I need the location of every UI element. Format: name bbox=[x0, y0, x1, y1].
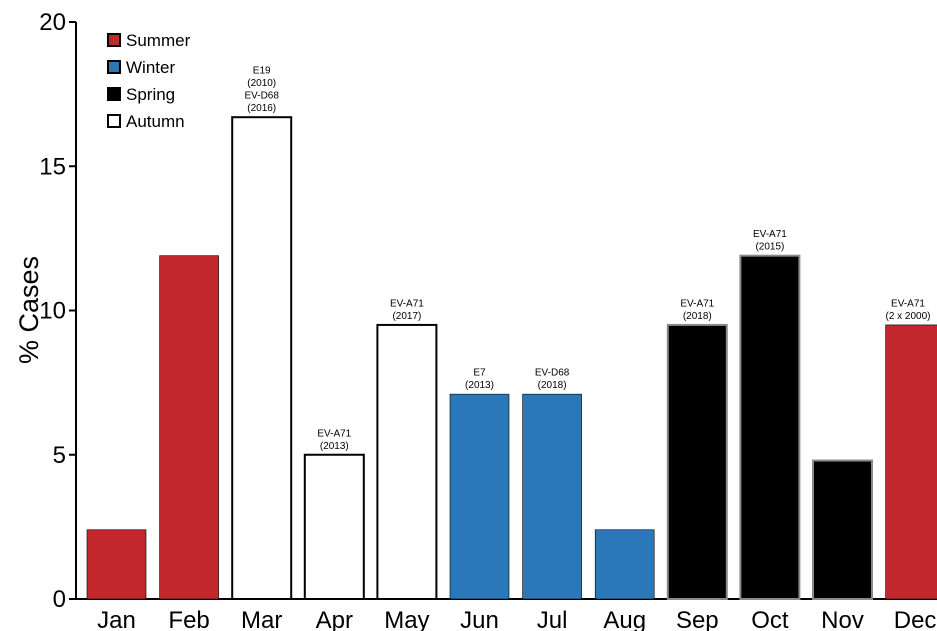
legend-label-summer: Summer bbox=[126, 31, 191, 50]
x-tick-label: Jan bbox=[97, 607, 136, 631]
annotation-label: EV-A71 bbox=[753, 229, 787, 240]
legend-swatch-spring bbox=[107, 87, 121, 101]
bar-jul bbox=[522, 393, 582, 600]
annotation-label: EV-A71 bbox=[317, 428, 351, 439]
bar-sep bbox=[666, 323, 728, 600]
bar-dec bbox=[885, 324, 937, 600]
bar-jan bbox=[86, 529, 147, 600]
annotation-label: EV-A71 bbox=[390, 298, 424, 309]
x-tick-label: Feb bbox=[168, 607, 209, 631]
x-tick-label: Sep bbox=[676, 607, 719, 631]
annotation-label: (2015) bbox=[755, 242, 784, 253]
annotation-label: (2013) bbox=[465, 380, 494, 391]
legend-swatch-summer bbox=[107, 33, 121, 47]
bar-apr bbox=[303, 453, 365, 600]
annotation-label: (2010) bbox=[247, 78, 276, 89]
bar-jun bbox=[449, 393, 510, 600]
x-tick-label: Oct bbox=[751, 607, 789, 631]
annotation-label: (2 x 2000) bbox=[885, 311, 930, 322]
legend-label-spring: Spring bbox=[126, 85, 175, 104]
annotation-label: (2018) bbox=[683, 311, 712, 322]
x-tick-label: Mar bbox=[241, 607, 282, 631]
legend-label-winter: Winter bbox=[126, 58, 175, 77]
y-axis-label: % Cases bbox=[14, 256, 44, 364]
legend-label-autumn: Autumn bbox=[126, 112, 185, 131]
annotation-label: (2018) bbox=[538, 380, 567, 391]
bar-feb bbox=[159, 255, 219, 600]
annotation-label: (2013) bbox=[320, 441, 349, 452]
annotation-label: E19 bbox=[253, 66, 271, 77]
x-tick-label: Jun bbox=[460, 607, 499, 631]
y-tick-label: 0 bbox=[53, 586, 66, 613]
x-tick-label: May bbox=[384, 607, 429, 631]
x-tick-label: Jul bbox=[537, 607, 568, 631]
x-tick-label: Nov bbox=[821, 607, 864, 631]
legend-swatch-autumn bbox=[107, 114, 121, 128]
annotation-label: (2017) bbox=[392, 311, 421, 322]
annotation-label: EV-A71 bbox=[680, 298, 714, 309]
annotations-group: E19(2010)EV-D68(2016)EV-A71(2013)EV-A71(… bbox=[244, 66, 930, 452]
bar-may bbox=[376, 323, 438, 600]
annotation-label: EV-D68 bbox=[244, 91, 279, 102]
x-tick-label: Aug bbox=[603, 607, 646, 631]
x-tick-label: Apr bbox=[316, 607, 353, 631]
legend-swatch-winter bbox=[107, 60, 121, 74]
annotation-label: EV-A71 bbox=[891, 298, 925, 309]
annotation-label: E7 bbox=[473, 368, 486, 379]
y-tick-label: 15 bbox=[39, 153, 66, 180]
annotation-label: EV-D68 bbox=[535, 368, 570, 379]
annotation-label: (2016) bbox=[247, 103, 276, 114]
y-tick-label: 20 bbox=[39, 9, 66, 36]
bar-oct bbox=[739, 254, 801, 600]
legend: Summer Winter Spring Autumn bbox=[107, 31, 191, 131]
bar-mar bbox=[231, 116, 293, 601]
bar-aug bbox=[594, 529, 655, 600]
x-tick-label: Dec bbox=[894, 607, 937, 631]
y-tick-label: 10 bbox=[39, 298, 66, 325]
bar-nov bbox=[812, 459, 873, 600]
y-tick-label: 5 bbox=[53, 442, 66, 469]
bars-group: Jan Feb Mar Apr May Jun Jul Aug Sep Oct Nov Dec bbox=[86, 116, 937, 631]
